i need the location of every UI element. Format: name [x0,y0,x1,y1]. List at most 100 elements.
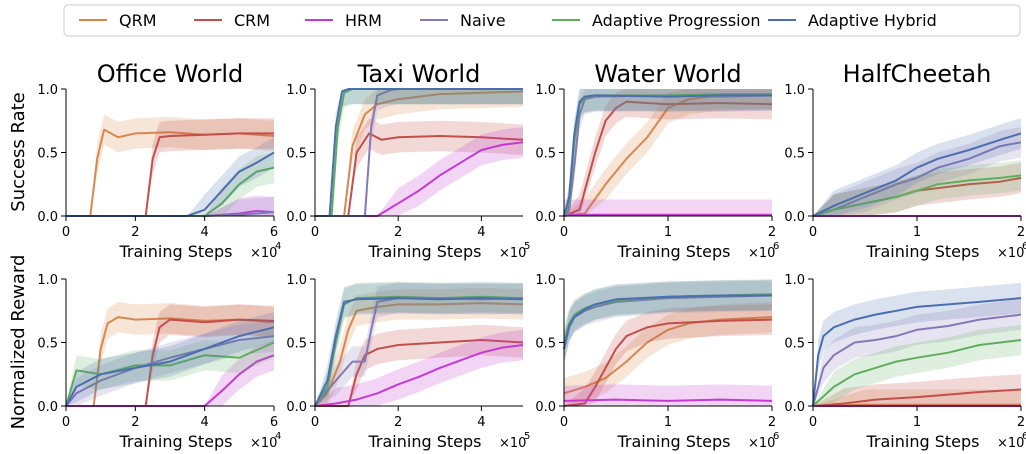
panel: HalfCheetah 0.0 0.5 1.0 0 1 2 Training Steps ×10… [784,60,1026,261]
x-multiplier-base: ×10 [499,246,526,261]
x-tick-label: 1 [913,415,921,430]
x-tick-label: 4 [477,415,485,430]
series-line [563,94,772,217]
series-line [812,388,1022,407]
series-line [315,90,524,217]
series-line [65,335,275,407]
series-line [812,313,1022,407]
legend-item: HRM [305,11,382,30]
x-multiplier: ×104 [250,241,281,261]
series-band [564,280,772,365]
series-band [315,127,523,216]
y-tick-label: 0.0 [535,400,556,415]
y-tick-label: 1.0 [286,83,307,98]
x-tick-label: 0 [560,415,568,430]
y-tick-label: 1.0 [286,273,307,288]
series-band [564,89,772,216]
series-band [813,282,1021,406]
y-tick-label: 0.5 [784,147,805,162]
series-band [813,374,1021,406]
legend-item: Naive [420,11,506,30]
legend-label: Adaptive Hybrid [808,11,937,30]
x-multiplier-exp: 6 [1022,431,1026,442]
legend: QRM CRM HRM Naive Adaptive Progression Adapti… [63,4,1021,37]
series-band [564,89,772,216]
series-line [315,141,524,217]
x-multiplier: ×106 [997,431,1026,451]
row-label: Success Rate [8,92,29,211]
legend-label: Adaptive Progression [592,11,761,30]
x-tick-label: 0 [62,225,70,240]
x-multiplier-exp: 4 [275,431,281,442]
series-line [563,318,773,407]
series-band [564,89,772,216]
legend-frame [63,4,1021,37]
legend-label: Naive [460,11,506,30]
legend-item: CRM [194,11,270,30]
panel: 0.0 0.5 1.0 0 2 4 Training Steps ×105 [286,273,530,451]
series-band [315,324,523,406]
series-band [66,312,274,406]
y-tick-label: 1.0 [784,273,805,288]
x-tick-label: 2 [131,225,139,240]
series-line [314,295,524,407]
y-tick-label: 1.0 [37,83,58,98]
series-band [315,89,523,216]
y-tick-label: 0.5 [286,337,307,352]
series-band [315,282,523,406]
x-axis-label: Training Steps [866,242,980,261]
legend-label: QRM [119,11,157,30]
legend-item: QRM [79,11,157,30]
series-band [315,89,523,216]
panel: Water World 0.0 0.5 1.0 0 1 2 Training Steps ×10… [535,60,779,261]
x-multiplier-exp: 4 [275,241,281,252]
series-band [66,304,274,406]
series-band [315,281,523,406]
panel: 0.0 0.5 1.0 0 1 2 Training Steps ×106 [535,273,779,451]
x-axis-label: Training Steps [368,432,482,451]
y-tick-label: 1.0 [37,273,58,288]
x-axis-label: Training Steps [866,432,980,451]
y-tick-label: 0.5 [535,147,556,162]
x-tick-label: 4 [477,225,485,240]
x-tick-label: 2 [1017,225,1025,240]
legend-item: Adaptive Progression [552,11,761,30]
series-line [812,132,1022,217]
series-band [315,287,523,406]
panel-title: Taxi World [357,60,481,88]
x-multiplier-exp: 6 [773,241,779,252]
series-band [315,329,523,406]
x-tick-label: 2 [768,225,776,240]
panel-title: HalfCheetah [843,60,992,88]
x-axis-label: Training Steps [368,242,482,261]
x-tick-label: 0 [62,415,70,430]
series-line [812,339,1022,407]
series-band [315,89,523,216]
x-multiplier: ×106 [748,431,779,451]
row-labels: Success Rate Normalized Reward [8,92,29,429]
x-multiplier: ×105 [499,241,530,261]
x-axis-label: Training Steps [119,432,233,451]
series-band [66,301,274,406]
panel: 0.0 0.5 1.0 0 1 2 Training Steps ×106 [784,273,1026,451]
x-tick-label: 2 [394,225,402,240]
x-tick-label: 0 [311,225,319,240]
series-band [66,114,274,216]
y-tick-label: 1.0 [535,273,556,288]
series-band [564,301,772,406]
x-axis-label: Training Steps [119,242,233,261]
x-multiplier-exp: 5 [524,241,530,252]
series-line [66,318,275,407]
series-band [66,152,274,216]
y-tick-label: 0.5 [286,147,307,162]
series-line [314,302,524,407]
x-axis-label: Training Steps [617,242,731,261]
y-tick-label: 0.0 [286,400,307,415]
series-line [315,132,524,217]
x-tick-label: 1 [913,225,921,240]
x-multiplier-base: ×10 [250,436,277,451]
series-line [812,141,1022,217]
